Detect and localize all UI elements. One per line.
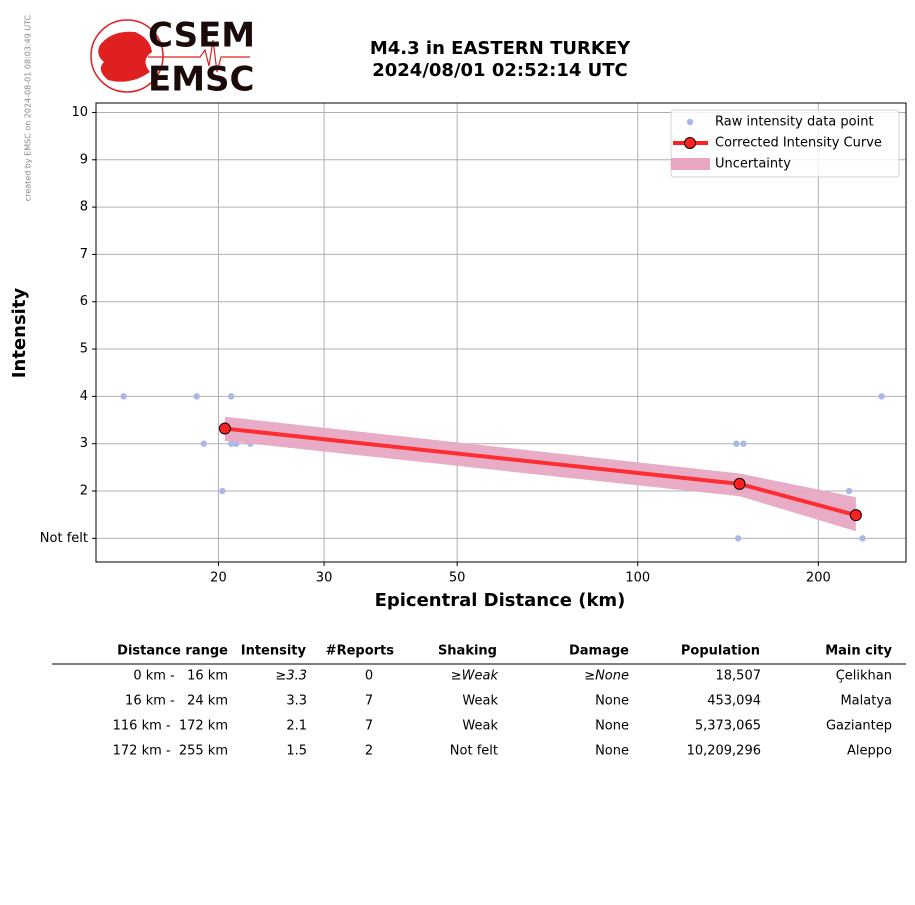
y-tick-label: 9 [80,152,88,167]
raw-point [227,440,235,447]
logo-ring [90,19,164,93]
y-tick-label: 7 [80,247,88,262]
table-cell: 7 [365,694,373,709]
curve-point [218,422,231,435]
table-cell: 116 km - 172 km [113,719,228,734]
x-tick-label: 100 [625,571,650,586]
y-tick-label: 5 [80,342,88,357]
table-cell: ≥3.3 [275,669,307,684]
table-cell: Çelikhan [836,669,892,684]
y-tick-label: 10 [71,105,88,120]
table-header: Main city [825,644,892,659]
y-tick-label: 6 [80,294,88,309]
chart-subtitle: 2024/08/01 02:52:14 UTC [372,60,628,81]
plot-frame [95,102,907,563]
table-cell: 0 km - 16 km [133,669,228,684]
table-cell: 10,209,296 [687,744,761,759]
table-cell: None [595,719,629,734]
table-cell: ≥Weak [451,669,499,684]
table-cell: 16 km - 24 km [125,694,228,709]
table-cell: Not felt [450,744,498,759]
raw-point [845,487,853,495]
logo-map [98,31,152,82]
table-cell: 0 [365,669,373,684]
table-header: Population [681,644,760,659]
raw-point [740,440,747,447]
raw-point [733,440,740,447]
table-cell: None [595,694,629,709]
x-tick-label: 200 [806,571,831,586]
x-tick-label: 50 [449,571,466,586]
y-tick-label: 2 [80,484,88,499]
chart-title: M4.3 in EASTERN TURKEY [370,38,631,59]
y-tick-label: 4 [80,389,88,404]
y-tick-label: 3 [80,436,88,451]
x-tick-label: 20 [210,571,227,586]
legend-box [670,109,900,178]
table-cell: 1.5 [286,744,307,759]
table-cell: Aleppo [847,744,892,759]
table: Distance range Intensity #Reports Shaking Da… [52,644,906,759]
table-cell: Weak [462,719,498,734]
table-cell: 172 km - 255 km [113,744,228,759]
legend-marker [686,118,694,126]
table-cell: None [595,744,629,759]
y-axis-label: Intensity [9,288,30,379]
table-cell: Malatya [840,694,892,709]
raw-point [227,393,235,400]
table-cell: 2 [365,744,373,759]
x-axis-label: Epicentral Distance (km) [375,590,626,611]
table-header: Distance range [117,644,228,659]
logo-bottom: EMSC [148,60,255,100]
raw-point [734,535,742,542]
legend-label: Raw intensity data point [715,115,874,130]
curve-point [849,509,862,522]
x-tick-label: 30 [316,571,333,586]
table-cell: 453,094 [707,694,761,709]
logo-wave [148,39,250,73]
table-cell: 3.3 [286,694,307,709]
watermark: created by EMSC on 2024-08-01 08:03:49 U… [24,14,33,201]
raw-point [859,535,866,542]
table-cell: 2.1 [286,719,307,734]
table-cell: 7 [365,719,373,734]
table-header: #Reports [326,644,395,659]
plot: 20 30 50 100 200 Not felt 2 3 4 5 6 7 8 9 10 Raw intens… [40,102,907,586]
y-tick-label: 8 [80,200,88,215]
legend-label: Uncertainty [715,157,791,172]
raw-point [193,393,200,400]
table-cell: 5,373,065 [695,719,761,734]
table-header: Intensity [241,644,307,659]
table-cell: Gaziantep [826,719,892,734]
raw-point [200,440,207,447]
legend-label: Corrected Intensity Curve [715,136,882,151]
table-cell: ≥None [584,669,629,684]
table-cell: Weak [462,694,498,709]
logo-top: CSEM [148,16,255,56]
raw-point [219,487,226,495]
curve-point [733,477,746,490]
table-header: Damage [569,644,629,659]
uncertainty-band [224,416,856,532]
logo: CSEM EMSC [90,16,255,100]
table-cell: 18,507 [716,669,762,684]
raw-point [878,393,885,400]
table-header: Shaking [438,644,497,659]
y-tick-label: Not felt [40,531,88,546]
raw-point [120,393,127,400]
legend-marker [671,158,710,170]
legend-marker [684,137,696,149]
